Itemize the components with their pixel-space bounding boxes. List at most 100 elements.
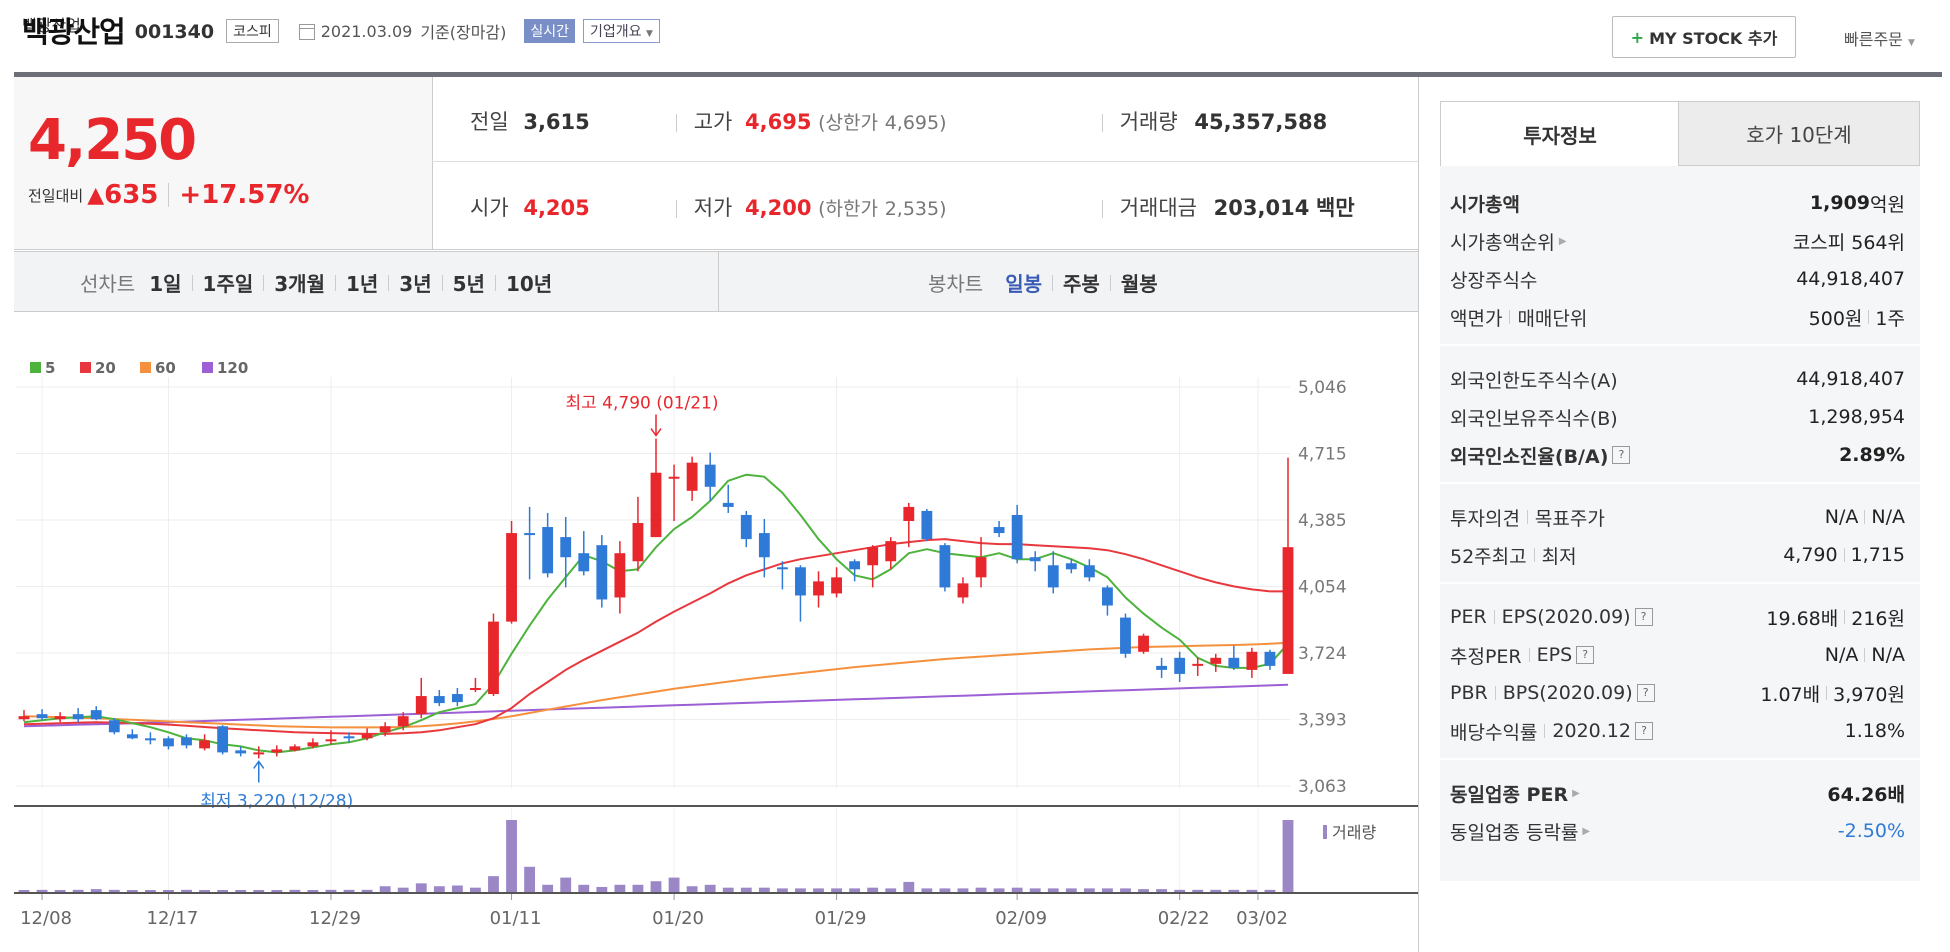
legend-label: 120 — [217, 359, 248, 377]
invest-row: 52주최고 최저 4,790 1,715 — [1450, 536, 1905, 574]
period-tab[interactable]: 1주일 — [202, 272, 254, 296]
candle-chart-tabs: 봉차트 일봉 주봉 월봉 — [928, 268, 1158, 297]
divider — [1843, 548, 1845, 562]
tab-orderbook[interactable]: 호가 10단계 — [1678, 101, 1920, 166]
up-arrow-icon: ▲ — [87, 182, 105, 208]
volume: 거래량 45,357,588 — [1102, 106, 1327, 136]
mystock-button[interactable]: + MY STOCK 추가 — [1612, 16, 1796, 58]
volume-bar — [235, 890, 247, 892]
quick-order-button[interactable]: 빠른주문 ▼ — [1844, 26, 1915, 50]
invest-row[interactable]: 동일업종 PER ▶ 64.26배 — [1450, 774, 1905, 812]
company-name: 백광산업 — [22, 16, 81, 35]
volume-bar — [704, 884, 716, 892]
candle-body — [488, 621, 499, 695]
invest-value: 500원 — [1808, 307, 1863, 330]
invest-value-unit: 억원 — [1870, 193, 1905, 216]
volume-bar — [993, 888, 1005, 892]
candle-body — [813, 581, 824, 596]
x-tick-label: 02/09 — [995, 908, 1047, 929]
invest-row[interactable]: 시가총액순위 ▶ 코스피 564위 — [1450, 222, 1905, 260]
realtime-button[interactable]: 실시간 — [524, 19, 576, 43]
volume-bar — [632, 884, 644, 892]
volume-bar — [1210, 889, 1222, 892]
period-tab[interactable]: 10년 — [505, 272, 553, 296]
candle-body — [1011, 514, 1023, 560]
invest-label: 동일업종 등락률 — [1450, 821, 1579, 844]
invest-value: 2.89% — [1839, 444, 1905, 466]
volume-label: 거래량 — [1119, 110, 1178, 134]
help-icon[interactable]: ? — [1612, 446, 1631, 464]
header-divider — [14, 72, 1942, 77]
divider — [1494, 686, 1496, 700]
candle-body — [506, 533, 517, 622]
plus-icon: + — [1630, 27, 1645, 47]
open-price: 시가 4,205 — [470, 192, 590, 222]
divider — [494, 274, 496, 291]
volume-bar — [795, 888, 806, 892]
invest-value: N/A — [1824, 644, 1859, 666]
volume-bar — [867, 887, 879, 892]
candle-tab-daily[interactable]: 일봉 — [1005, 272, 1043, 296]
divider — [1528, 648, 1530, 662]
candle-body — [343, 736, 355, 739]
divider — [1102, 114, 1103, 132]
high-value: 4,695 — [745, 110, 812, 134]
candle-tab-monthly[interactable]: 월봉 — [1120, 272, 1158, 296]
legend-label: 20 — [95, 359, 116, 377]
candle-body — [957, 583, 969, 598]
volume-bar — [1192, 889, 1204, 892]
volume-bar — [1029, 888, 1041, 892]
candle-body — [163, 738, 174, 747]
invest-row: 추정PER EPS? N/A N/A — [1450, 636, 1905, 674]
invest-row: 시가총액 1,909 억원 — [1450, 184, 1905, 222]
help-icon[interactable]: ? — [1634, 722, 1653, 740]
candle-body — [271, 749, 283, 753]
divider — [676, 114, 677, 132]
volume-bar — [1246, 889, 1258, 892]
amount-label: 거래대금 — [1119, 196, 1197, 220]
candle-body — [235, 750, 247, 754]
candle-body — [795, 567, 806, 596]
candle-tab-weekly[interactable]: 주봉 — [1063, 272, 1100, 296]
tab-invest-info[interactable]: 투자정보 — [1440, 101, 1680, 166]
volume-bar — [307, 890, 319, 892]
invest-value: 44,918,407 — [1796, 268, 1905, 290]
period-tab[interactable]: 1년 — [345, 272, 379, 296]
candle-body — [758, 533, 770, 558]
period-tab[interactable]: 1일 — [149, 272, 182, 296]
period-tab[interactable]: 3년 — [399, 272, 432, 296]
volume-bar — [488, 876, 499, 892]
invest-value-secondary: 3,970원 — [1833, 683, 1905, 706]
volume-bar — [596, 886, 608, 892]
period-tab[interactable]: 5년 — [452, 272, 485, 296]
x-tick-label: 01/29 — [815, 908, 867, 929]
invest-value-secondary: 1,715 — [1850, 544, 1905, 566]
volume-bar — [1083, 888, 1095, 892]
group-divider — [1440, 344, 1920, 346]
invest-label-secondary: BPS(2020.09) — [1502, 682, 1633, 704]
candle-body — [126, 734, 138, 739]
volume-bar — [289, 889, 301, 892]
open-label: 시가 — [470, 196, 509, 220]
candle-body — [72, 714, 84, 720]
invest-value: 64.26배 — [1827, 783, 1905, 806]
volume-bar — [18, 890, 30, 892]
quote-row-divider — [432, 161, 1418, 162]
group-divider — [1440, 482, 1920, 484]
candle-body — [1192, 663, 1204, 666]
help-icon[interactable]: ? — [1634, 608, 1653, 626]
help-icon[interactable]: ? — [1636, 684, 1655, 702]
volume-bar — [849, 888, 861, 892]
invest-row: 외국인한도주식수(A) 44,918,407 — [1450, 360, 1905, 398]
overview-dropdown[interactable]: 기업개요 ▼ — [583, 19, 660, 43]
invest-row[interactable]: 동일업종 등락률 ▶ -2.50% — [1450, 812, 1905, 850]
candle-body — [307, 742, 319, 747]
tab-orderbook-label: 호가 10단계 — [1746, 123, 1852, 147]
period-tab[interactable]: 3개월 — [274, 272, 325, 296]
y-tick-label: 4,385 — [1298, 511, 1347, 531]
upper-limit-label: (상한가 — [818, 112, 878, 134]
volume-bar — [90, 889, 102, 892]
help-icon[interactable]: ? — [1576, 646, 1595, 664]
high-annotation: 최고 4,790 (01/21) — [565, 394, 718, 414]
legend-swatch — [140, 362, 151, 373]
